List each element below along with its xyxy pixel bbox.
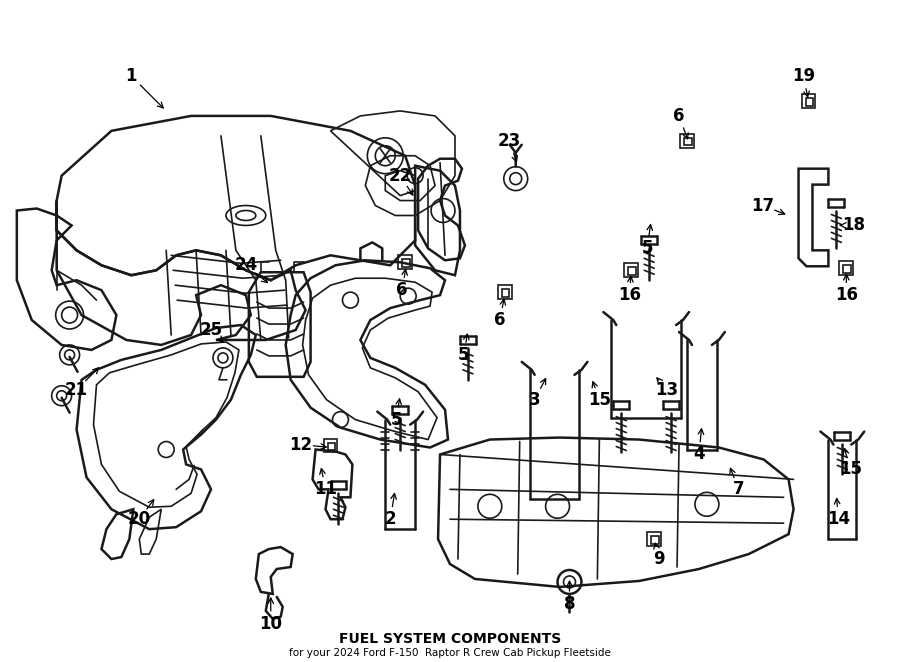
Bar xyxy=(323,438,338,453)
Text: FUEL SYSTEM COMPONENTS: FUEL SYSTEM COMPONENTS xyxy=(339,632,561,645)
Text: 10: 10 xyxy=(259,615,283,633)
Bar xyxy=(806,98,814,106)
Text: 20: 20 xyxy=(128,510,151,528)
Bar xyxy=(684,138,692,146)
Text: 3: 3 xyxy=(529,391,541,408)
Text: 5: 5 xyxy=(391,410,402,428)
Bar xyxy=(840,261,853,275)
Text: 19: 19 xyxy=(792,67,815,85)
Text: 9: 9 xyxy=(653,550,665,568)
Text: 16: 16 xyxy=(617,286,641,304)
Bar xyxy=(502,289,509,297)
Bar xyxy=(652,536,659,544)
Text: 1: 1 xyxy=(126,67,137,85)
Text: 21: 21 xyxy=(65,381,88,399)
Bar xyxy=(498,285,512,299)
Text: 15: 15 xyxy=(588,391,611,408)
Text: 6: 6 xyxy=(494,311,506,329)
Bar xyxy=(628,267,636,275)
Text: 4: 4 xyxy=(693,446,705,463)
Bar xyxy=(647,532,662,546)
Text: 11: 11 xyxy=(314,481,337,498)
Bar xyxy=(402,260,410,267)
Text: 2: 2 xyxy=(384,510,396,528)
Bar xyxy=(843,265,851,273)
Bar xyxy=(680,134,694,148)
Text: 12: 12 xyxy=(289,436,312,453)
Text: 15: 15 xyxy=(839,460,862,479)
Text: 18: 18 xyxy=(842,216,865,234)
Text: 7: 7 xyxy=(733,481,744,498)
Bar xyxy=(398,256,412,269)
Text: for your 2024 Ford F-150  Raptor R Crew Cab Pickup Fleetside: for your 2024 Ford F-150 Raptor R Crew C… xyxy=(289,647,611,657)
Text: 23: 23 xyxy=(498,132,521,150)
Text: 24: 24 xyxy=(234,256,257,274)
Text: 17: 17 xyxy=(752,197,774,214)
Text: 13: 13 xyxy=(655,381,679,399)
Text: 8: 8 xyxy=(563,595,575,613)
Text: 25: 25 xyxy=(200,321,222,339)
Bar xyxy=(328,442,335,450)
Text: 14: 14 xyxy=(827,510,850,528)
Text: 16: 16 xyxy=(835,286,858,304)
Bar xyxy=(802,94,815,108)
Text: 22: 22 xyxy=(389,167,412,185)
Text: 5: 5 xyxy=(458,346,470,364)
Text: 6: 6 xyxy=(673,107,685,125)
Bar xyxy=(625,263,638,277)
Text: 5: 5 xyxy=(642,240,652,258)
Text: 6: 6 xyxy=(397,281,408,299)
